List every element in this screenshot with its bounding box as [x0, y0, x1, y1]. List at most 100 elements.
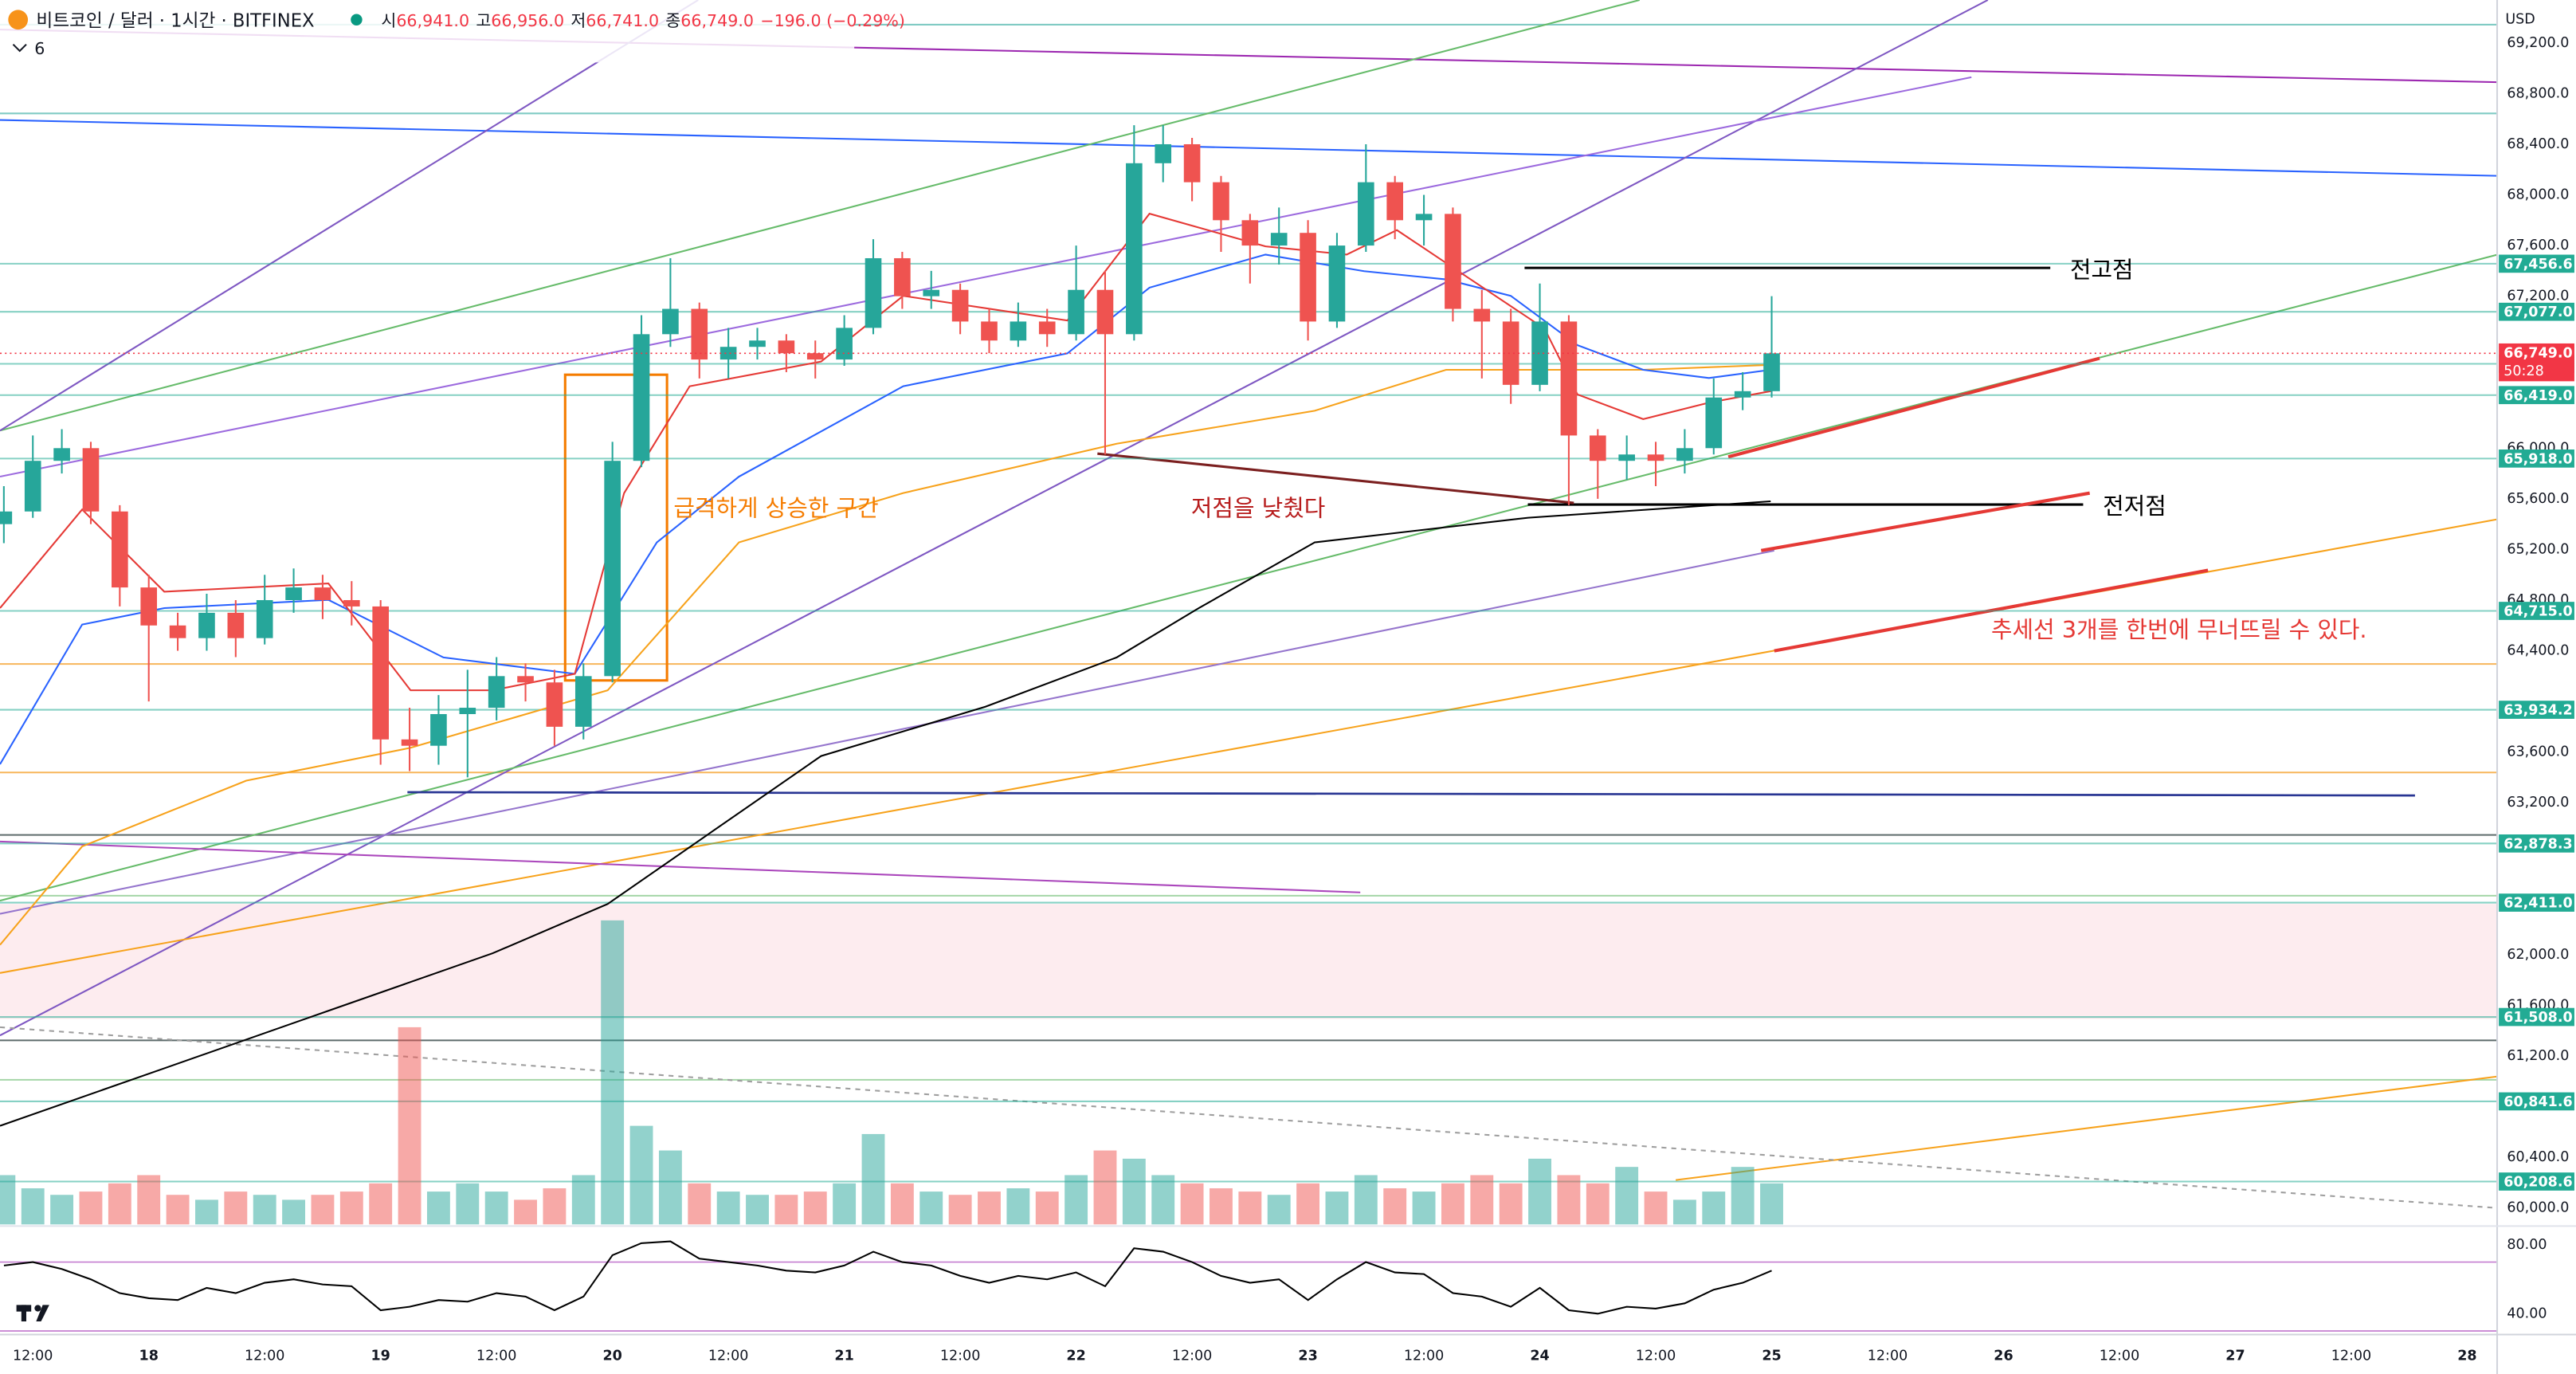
candle-body	[1386, 182, 1404, 221]
candle-body	[719, 347, 737, 360]
zone	[0, 904, 2498, 1019]
volume-bar	[1760, 1183, 1783, 1225]
candle-body	[372, 606, 389, 740]
candle-body	[923, 289, 940, 296]
rsi-tick-label: 80.00	[2507, 1237, 2547, 1253]
candle-body	[430, 713, 447, 746]
candle-body	[1096, 289, 1114, 335]
candle-body	[1213, 182, 1229, 221]
rsi-tick-label: 40.00	[2507, 1305, 2547, 1321]
collapse-icon[interactable]	[12, 43, 27, 53]
ohlc: 시66,941.0 고66,956.0 저66,741.0 종66,749.0 −196…	[381, 11, 905, 30]
volume-bar	[919, 1191, 943, 1225]
candle-body	[227, 612, 245, 638]
volume-bar	[1412, 1191, 1436, 1225]
drawings	[0, 0, 2498, 1209]
volume-bar	[253, 1195, 276, 1225]
volume-bar	[456, 1183, 480, 1225]
ohlc-label: 종	[665, 11, 680, 30]
x-tick-label: 12:00	[245, 1348, 284, 1364]
level-label: 60,841.6	[2503, 1094, 2572, 1110]
annotation: 저점을 낮췄다	[1191, 494, 1325, 521]
level-label-bg	[2499, 701, 2574, 719]
volume-bar	[978, 1191, 1001, 1225]
candle-body	[1126, 163, 1143, 335]
x-tick-label: 18	[139, 1348, 159, 1364]
rsi-line	[3, 1240, 1772, 1315]
ohlc-label: 저	[570, 11, 586, 30]
candle-body	[1589, 435, 1606, 461]
candle-body	[865, 257, 882, 328]
x-tick-label: 12:00	[940, 1348, 980, 1364]
ohlc-value: 66,741.0	[586, 11, 659, 30]
annotation: 급격하게 상승한 구간	[673, 494, 878, 521]
volume-bar	[137, 1175, 161, 1225]
candle-body	[604, 461, 621, 677]
candle-body	[112, 511, 128, 588]
candle-body	[53, 448, 70, 461]
legend-bg	[0, 0, 855, 63]
volume-bar	[601, 920, 625, 1225]
volume-bar	[1528, 1158, 1551, 1225]
plot	[0, 125, 2498, 1332]
candle-body	[1705, 397, 1723, 449]
x-tick-label: 12:00	[1868, 1348, 1907, 1364]
moving-average	[0, 500, 1771, 1127]
candle-body	[778, 340, 795, 354]
ohlc-label: 시	[381, 11, 396, 30]
volume-bar	[1354, 1175, 1378, 1225]
level-label: 62,411.0	[2503, 896, 2572, 912]
y-tick-label: 60,400.0	[2507, 1149, 2569, 1165]
level-label-bg	[2499, 386, 2574, 405]
drawing-part	[36, 1305, 49, 1322]
lower-low-line	[1097, 452, 1574, 504]
candle-body	[1241, 220, 1259, 246]
candle-body	[1473, 308, 1491, 322]
level-label: 60,208.6	[2503, 1175, 2572, 1191]
ohlc-value: 66,956.0	[491, 11, 564, 30]
trend-line	[0, 0, 699, 432]
break-line	[1727, 356, 2100, 459]
volume-bar	[1093, 1150, 1117, 1225]
candle-body	[343, 599, 360, 607]
candle-body	[1038, 321, 1056, 335]
volume-bar	[1006, 1188, 1030, 1225]
volume-bar	[716, 1191, 740, 1225]
volume-bar	[1731, 1167, 1755, 1225]
candle-body	[836, 328, 853, 360]
volume-bar	[1499, 1183, 1523, 1225]
y-tick-label: 63,600.0	[2507, 744, 2569, 760]
indicator-count[interactable]: 6	[34, 39, 45, 58]
candle-body	[314, 587, 331, 600]
volume-bar	[1557, 1175, 1581, 1225]
x-tick-label: 21	[834, 1348, 853, 1364]
trend-line	[0, 76, 1972, 478]
x-tick-label: 27	[2225, 1348, 2245, 1364]
candle-body	[401, 739, 418, 746]
break-line	[1760, 491, 2091, 552]
x-tick-label: 28	[2457, 1348, 2476, 1364]
volume-bar	[833, 1183, 857, 1225]
level-label-bg	[2499, 602, 2574, 620]
level-label-bg	[2499, 1092, 2574, 1111]
volume-bar	[1383, 1188, 1407, 1225]
currency: USD	[2505, 12, 2535, 28]
candle-body	[82, 448, 100, 512]
ohlc-label: 고	[476, 11, 491, 30]
x-tick-label: 26	[1994, 1348, 2013, 1364]
volume-bar	[629, 1125, 653, 1225]
time-axis	[0, 1334, 2498, 1374]
volume-bar	[108, 1183, 131, 1225]
volume-bar	[1702, 1191, 1726, 1225]
level-label: 67,456.6	[2503, 257, 2572, 273]
level-label: 63,934.2	[2503, 703, 2572, 719]
ohlc-value: 66,749.0	[680, 11, 754, 30]
volume-bar	[1586, 1183, 1610, 1225]
drawing-part	[21, 1305, 26, 1322]
volume-bar	[0, 1175, 16, 1225]
candle-body	[488, 676, 505, 709]
x-tick-label: 25	[1762, 1348, 1781, 1364]
